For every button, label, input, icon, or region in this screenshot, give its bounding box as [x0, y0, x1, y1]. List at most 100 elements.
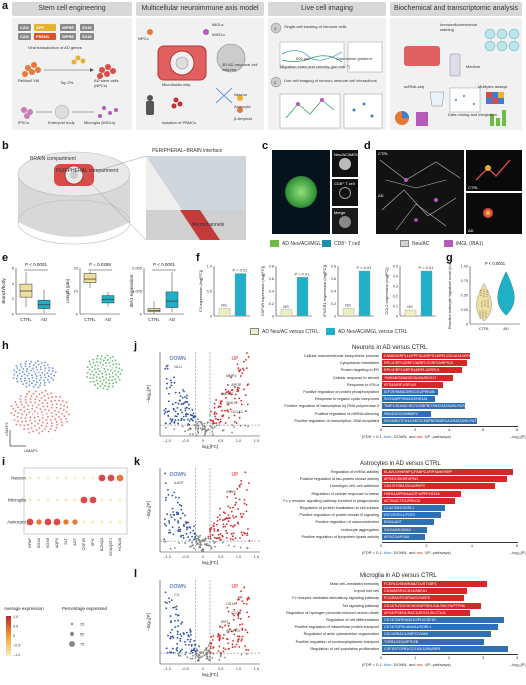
volcano-point: [213, 406, 216, 409]
volcano-xtick: 1.0: [236, 555, 241, 559]
volcano-point: [234, 386, 236, 388]
i-frame: [23, 467, 128, 535]
h-point-neuron: [28, 372, 31, 375]
volcano-point: [179, 640, 182, 642]
h-point-microglia: [112, 355, 114, 358]
h-point-microglia: [102, 359, 105, 362]
go-term-bar: [382, 367, 462, 374]
go-gene-list: IGF1R/SMAD3/ROCK1/PRKAB: [384, 390, 435, 394]
h-point-microglia: [99, 380, 102, 383]
volcano-point: [193, 538, 195, 541]
e-ytick: 0: [76, 312, 79, 317]
volcano-point: [171, 526, 174, 529]
go-term-bar: [382, 410, 432, 417]
h-point-microglia: [96, 354, 99, 357]
volcano-xtick: 0.5: [218, 555, 223, 559]
volcano-point: [221, 409, 223, 412]
go-term-bar: [382, 588, 467, 595]
h-point-astrocyte: [66, 406, 69, 409]
volcano-point: [202, 651, 205, 653]
i-col-label: AGT: [73, 537, 77, 545]
h-point-microglia: [106, 368, 109, 371]
volcano-point: [209, 533, 212, 536]
npcs-label: NPCs: [138, 36, 149, 41]
header-live-imaging: Live cell imaging: [268, 2, 386, 16]
volcano-point: [169, 422, 171, 425]
volcano-point: [232, 532, 235, 535]
volcano-point: [210, 546, 213, 549]
h-point-astrocyte: [25, 401, 28, 404]
h-point-neuron: [31, 367, 34, 370]
volcano-point: [203, 543, 206, 546]
volcano-point: [186, 631, 188, 634]
h-point-astrocyte: [25, 414, 28, 416]
h-point-neuron: [28, 384, 31, 387]
f-ytick: 0.4: [393, 275, 398, 279]
volcano-point: [182, 523, 185, 526]
volcano-point: [198, 645, 201, 648]
h-xlabel: UMAP1: [24, 448, 38, 453]
h-point-neuron: [28, 380, 31, 383]
volcano-point: [195, 427, 197, 430]
volcano-point: [168, 410, 170, 413]
volcano-point: [244, 471, 247, 474]
h-point-neuron: [12, 376, 15, 379]
volcano-point: [170, 651, 173, 654]
go-term-bar: [382, 403, 466, 410]
f-bar: [296, 277, 309, 317]
go-term-bar: [382, 483, 496, 490]
i-col-label: GFAP: [28, 538, 32, 549]
go-term-bar: [382, 519, 435, 526]
volcano-point: [177, 530, 179, 533]
volcano-point: [238, 397, 241, 400]
i-pct-dot: [69, 641, 75, 647]
g-xtick: CTRL: [479, 326, 490, 331]
volcano-up-label: UP: [232, 472, 240, 478]
volcano-point: [218, 424, 221, 427]
volcano-point: [227, 410, 230, 413]
h-point-astrocyte: [58, 399, 60, 402]
f-ytick: 0.5: [393, 265, 398, 269]
go-gene-list: IGF1/SORL1/FGF2: [384, 513, 415, 518]
f-legend-swatch-1: [250, 328, 259, 335]
volcano-point: [212, 540, 215, 543]
h-point-microglia: [118, 367, 121, 370]
eb-label: Embryoid body: [48, 120, 75, 125]
volcano-point: [219, 634, 221, 637]
h-point-neuron: [24, 365, 27, 368]
volcano-point: [189, 413, 192, 416]
volcano-point: [171, 494, 174, 497]
go-term-label: Protein targeting to ER: [340, 368, 379, 373]
volcano-point: [241, 627, 244, 630]
volcano-point: [231, 514, 234, 517]
h-point-neuron: [16, 380, 19, 383]
volcano-point: [245, 358, 247, 361]
h-point-microglia: [101, 372, 104, 375]
volcano-point: [181, 396, 184, 399]
g-point: [485, 311, 487, 313]
volcano-point: [189, 526, 192, 529]
f-legend-label-1: AD Neu/AC versus CTRL: [262, 329, 319, 335]
h-point-microglia: [109, 375, 111, 378]
h-point-astrocyte: [19, 424, 22, 427]
i-avg-tick: 1.0: [13, 615, 18, 619]
h-point-microglia: [96, 387, 99, 389]
panel-label-e: e: [2, 252, 9, 264]
h-point-microglia: [112, 375, 115, 378]
volcano-point: [184, 409, 187, 412]
volcano-point: [180, 635, 183, 637]
volcano-point: [246, 403, 249, 406]
volcano-point: [217, 533, 220, 536]
volcano-point: [246, 631, 249, 634]
f-barplots: 0 0.5 1.0 C3 expression (log[FC]) NS P < 0.01…: [198, 264, 436, 319]
g-point: [487, 306, 489, 308]
h-cluster-microglia: Microglia: [96, 364, 114, 369]
volcano-point: [245, 648, 248, 651]
volcano-point: [179, 408, 182, 411]
go-term-label: Import into cell: [354, 589, 379, 594]
h-point-neuron: [23, 373, 26, 376]
volcano-point: [165, 387, 168, 390]
volcano-point: [242, 369, 245, 371]
volcano-point: [182, 403, 185, 405]
volcano-point: [245, 510, 248, 513]
